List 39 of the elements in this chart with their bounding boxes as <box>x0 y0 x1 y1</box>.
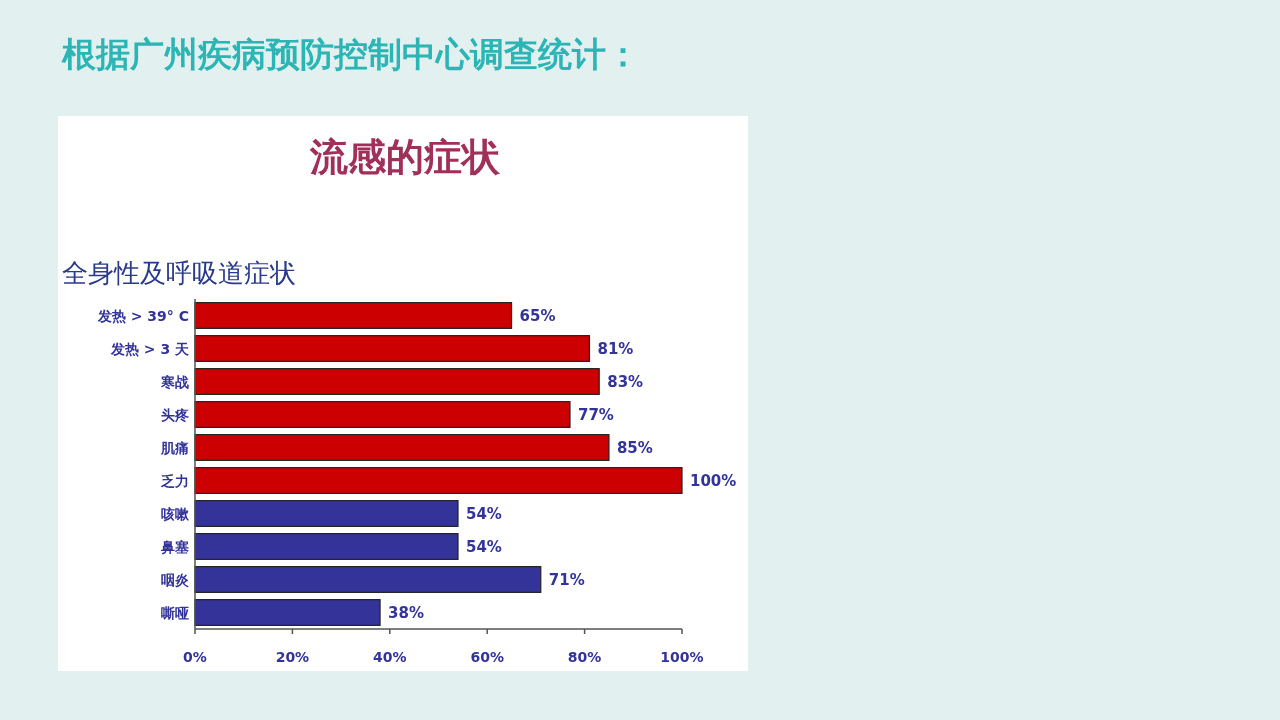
chart-title: 根据广州疾病预防控制中心调查统计： <box>61 34 640 74</box>
y-tick-label: 肌痛 <box>160 439 189 456</box>
data-label: 54% <box>465 537 502 556</box>
bar <box>194 302 513 329</box>
y-tick-label: 寒战 <box>160 373 189 390</box>
data-label: 81% <box>597 339 634 358</box>
data-label: 71% <box>548 570 585 589</box>
x-tick-label: 80% <box>567 649 602 665</box>
chart-subtitle: 流感的症状 <box>309 135 501 179</box>
x-tick-label: 0% <box>183 649 207 665</box>
data-label: 38% <box>388 603 424 622</box>
x-tick-label: 60% <box>470 649 504 665</box>
bar <box>194 335 591 362</box>
y-tick-label: 乏力 <box>160 472 189 489</box>
x-tick-label: 40% <box>373 649 407 665</box>
data-label: 85% <box>616 438 653 457</box>
bar <box>194 434 610 461</box>
text: 全身性及呼吸道症状 <box>62 258 296 288</box>
data-label: 54% <box>465 504 502 523</box>
y-tick-label: 嘶哑 <box>161 604 189 621</box>
bar <box>194 500 459 527</box>
data-label: 100% <box>690 471 737 490</box>
y-tick-label: 发热 > 39° C <box>96 307 189 324</box>
y-tick-label: 咽炎 <box>161 571 189 588</box>
x-tick-label: 20% <box>275 649 310 665</box>
data-label: 83% <box>607 372 644 391</box>
y-tick-label: 头疼 <box>161 406 190 423</box>
bar <box>194 533 459 560</box>
bar <box>194 599 381 626</box>
bar <box>194 401 571 428</box>
y-tick-label: 发热 > 3 天 <box>109 340 190 357</box>
bar <box>194 566 542 593</box>
y-tick-label: 鼻塞 <box>160 538 189 555</box>
data-label: 77% <box>577 405 614 424</box>
bar <box>194 467 683 494</box>
bar <box>194 368 600 395</box>
y-tick-label: 咳嗽 <box>161 505 190 522</box>
x-tick-label: 100% <box>660 649 704 665</box>
data-label: 65% <box>519 306 556 325</box>
